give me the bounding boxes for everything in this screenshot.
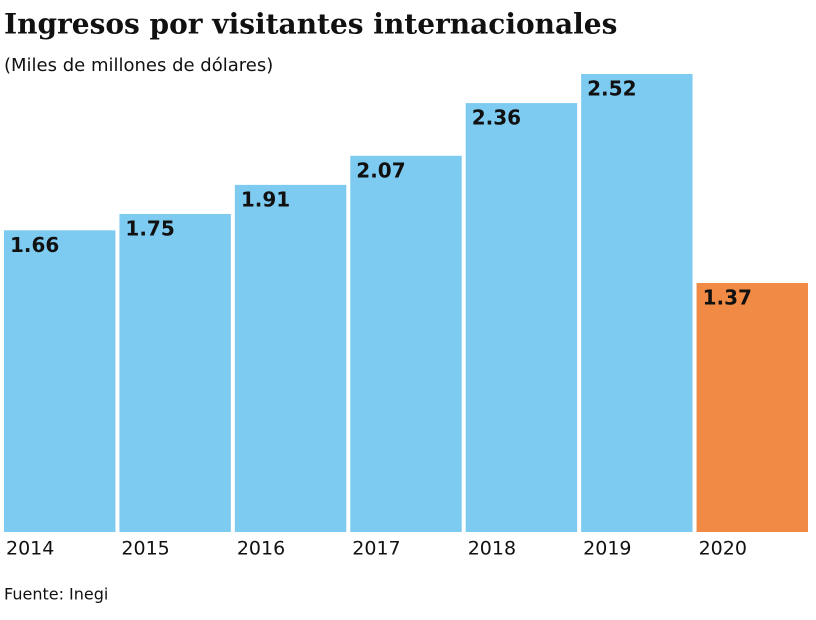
x-tick-label: 2017 — [352, 538, 400, 560]
bar — [234, 184, 347, 532]
bar — [119, 213, 231, 532]
bar — [465, 103, 578, 532]
bar — [696, 283, 808, 532]
source: Fuente: Inegi — [4, 585, 108, 604]
value-label: 2.07 — [356, 158, 405, 182]
x-tick-label: 2016 — [237, 538, 285, 560]
x-tick-label: 2014 — [6, 538, 54, 560]
bar — [581, 74, 693, 532]
value-label: 2.52 — [587, 77, 636, 101]
value-label: 1.37 — [703, 286, 752, 310]
value-label: 1.66 — [10, 233, 59, 257]
x-tick-label: 2015 — [121, 538, 169, 560]
value-label: 1.75 — [125, 216, 174, 240]
chart-subtitle: (Miles de millones de dólares) — [4, 55, 273, 76]
x-tick-label: 2019 — [583, 538, 631, 560]
value-label: 2.36 — [472, 106, 521, 130]
value-label: 1.91 — [241, 187, 290, 211]
chart-title: Ingresos por visitantes internacionales — [4, 8, 617, 41]
x-tick-label: 2020 — [699, 538, 747, 560]
x-tick-label: 2018 — [468, 538, 516, 560]
bar — [4, 230, 116, 533]
bar — [350, 155, 462, 533]
